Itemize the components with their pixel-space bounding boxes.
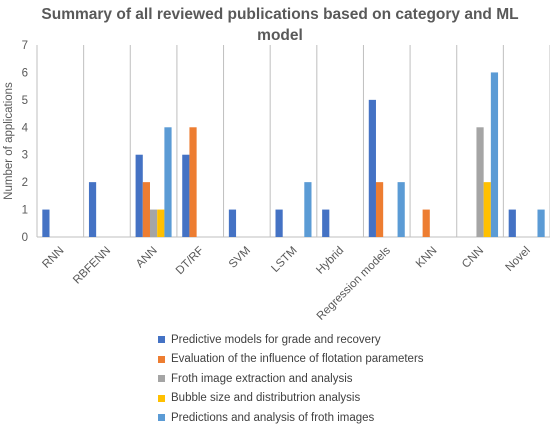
x-tick-label: SVM — [227, 245, 253, 271]
bar — [422, 209, 430, 237]
bar — [508, 209, 516, 237]
bar — [142, 182, 150, 237]
bar — [537, 209, 545, 237]
chart-title: Summary of all reviewed publications bas… — [41, 6, 519, 44]
y-tick-label: 0 — [22, 232, 28, 244]
legend-label: Froth image extraction and analysis — [171, 372, 353, 385]
x-tick-label: LSTM — [269, 245, 299, 275]
x-tick-label: RBFENN — [71, 245, 113, 287]
bar — [88, 182, 97, 237]
bar — [322, 209, 330, 237]
y-axis-label: Number of applications — [3, 82, 15, 200]
legend-label: Predictions and analysis of froth images — [171, 411, 375, 424]
legend-item: Predictive models for grade and recovery — [158, 330, 458, 350]
bar — [397, 182, 405, 237]
y-tick-label: 6 — [22, 67, 28, 79]
legend-swatch — [158, 394, 165, 402]
bar — [483, 182, 491, 237]
legend-swatch — [158, 414, 165, 422]
x-tick-label: Hybrid — [314, 245, 346, 277]
legend-item: Evaluation of the influence of flotation… — [158, 350, 458, 370]
y-tick-label: 1 — [22, 205, 28, 217]
legend-swatch — [158, 355, 165, 363]
bar — [304, 182, 312, 237]
legend: Predictive models for grade and recovery… — [158, 330, 458, 428]
bar — [135, 154, 143, 237]
legend-swatch — [158, 375, 165, 383]
y-tick-label: 7 — [22, 40, 28, 52]
bar — [42, 209, 50, 237]
y-tick-label: 5 — [22, 95, 28, 107]
bar — [375, 182, 384, 237]
x-tick-label: KNN — [414, 245, 440, 271]
y-tick-label: 4 — [22, 122, 29, 134]
legend-item: Predictions and analysis of froth images — [158, 408, 458, 428]
x-tick-label: Novel — [504, 245, 533, 274]
bar — [157, 209, 165, 237]
bar — [275, 209, 283, 237]
legend-item: Froth image extraction and analysis — [158, 369, 458, 389]
legend-label: Bubble size and distributrion analysis — [171, 392, 361, 405]
x-tick-label: DT/RF — [174, 245, 206, 277]
y-tick-label: 2 — [22, 177, 28, 189]
bar — [149, 209, 158, 237]
bar — [368, 99, 376, 237]
y-tick-label: 3 — [22, 150, 28, 162]
legend-label: Predictive models for grade and recovery — [171, 333, 381, 346]
legend-label: Evaluation of the influence of flotation… — [171, 353, 424, 366]
bar — [189, 127, 197, 237]
x-tick-label: RNN — [40, 245, 66, 271]
x-tick-label: ANN — [134, 245, 160, 271]
bar — [182, 154, 190, 237]
bar — [228, 209, 237, 237]
bar-chart: 0 1 2 3 4 5 6 7 Number of applications RNN RBFENN A… — [3, 40, 550, 323]
bar — [476, 127, 484, 237]
bar — [164, 127, 172, 237]
x-tick-label: CNN — [460, 245, 486, 271]
legend-item: Bubble size and distributrion analysis — [158, 389, 458, 409]
bar — [490, 72, 499, 238]
legend-swatch — [158, 336, 165, 344]
